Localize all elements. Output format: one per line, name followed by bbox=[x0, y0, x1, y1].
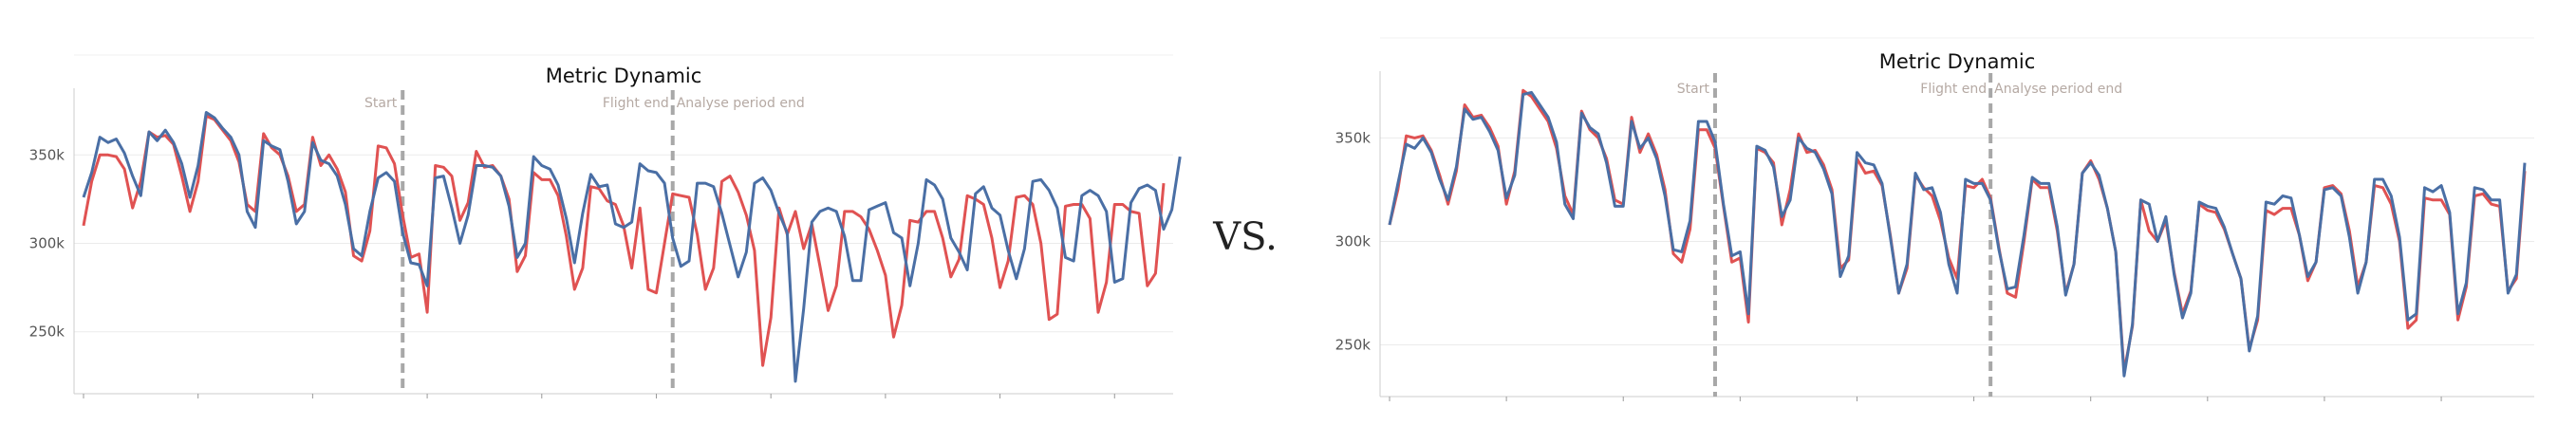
series-red-line bbox=[1388, 88, 2527, 374]
annotation-analyse-period-end: Analyse period end bbox=[677, 96, 805, 111]
series-red-line bbox=[82, 114, 1166, 367]
y-tick-label: 350k bbox=[1335, 129, 1372, 146]
chart-title: Metric Dynamic bbox=[1879, 50, 2036, 73]
annotation-flight-end: Flight end bbox=[603, 96, 669, 111]
series-blue-line bbox=[82, 111, 1182, 383]
annotation-analyse-period-end: Analyse period end bbox=[1994, 82, 2122, 97]
y-tick-label: 300k bbox=[1335, 232, 1372, 250]
annotation-start: Start bbox=[1677, 82, 1710, 97]
chart-title: Metric Dynamic bbox=[546, 65, 702, 87]
left-chart: 250k 300k 350k Metric Dynamic Start Flight en… bbox=[29, 54, 1182, 398]
y-tick-label: 250k bbox=[1335, 336, 1372, 353]
annotation-flight-end: Flight end bbox=[1920, 82, 1987, 97]
vs-label: VS. bbox=[1212, 215, 1278, 259]
series-blue-line bbox=[1388, 90, 2527, 378]
y-tick-label: 300k bbox=[29, 235, 65, 252]
y-tick-label: 250k bbox=[29, 324, 65, 341]
y-tick-label: 350k bbox=[29, 146, 65, 163]
right-chart: 250k 300k 350k Metric Dynamic Start Flight en… bbox=[1335, 37, 2534, 401]
annotation-start: Start bbox=[364, 96, 398, 111]
